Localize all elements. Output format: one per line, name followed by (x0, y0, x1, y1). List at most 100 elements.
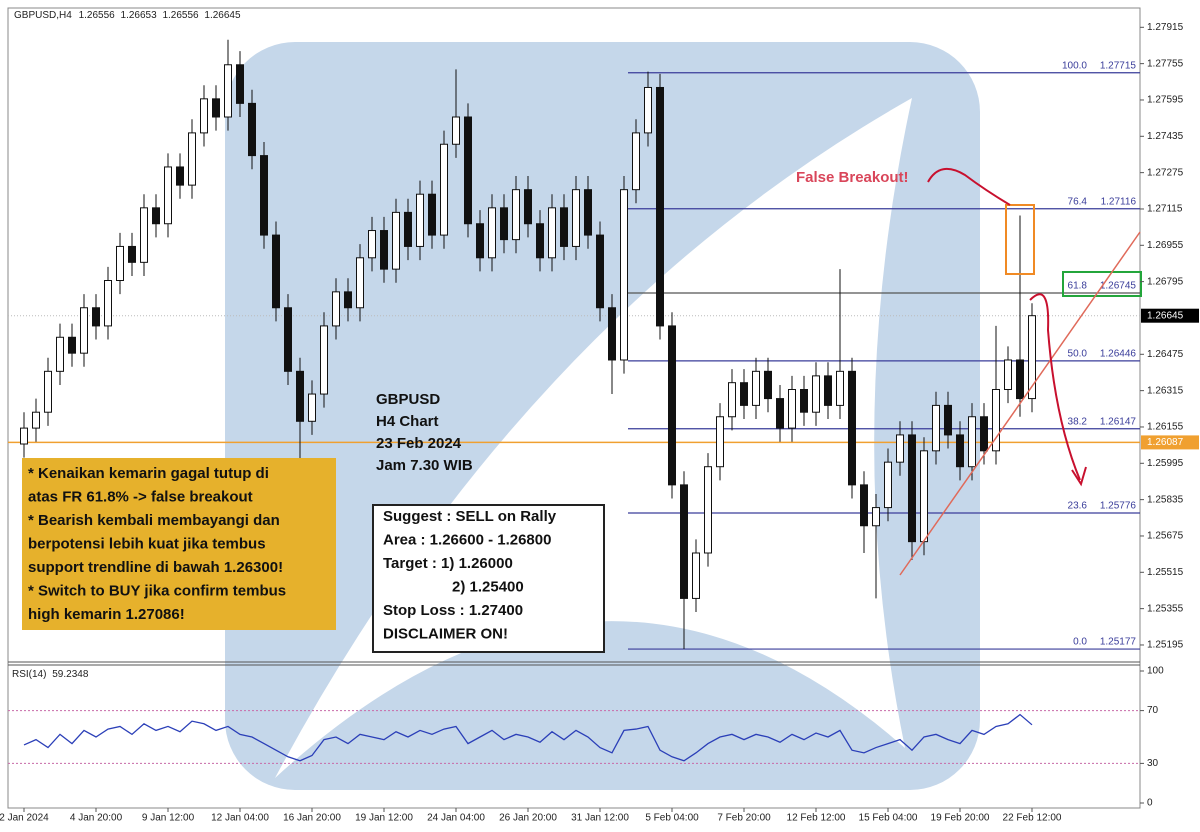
x-tick-label: 19 Feb 20:00 (931, 813, 990, 824)
candle-body (68, 336, 76, 354)
candle-body (644, 86, 652, 134)
candle-body (116, 245, 124, 281)
candle-body (692, 552, 700, 599)
analysis-line: high kemarin 1.27086! (28, 606, 185, 623)
candle-body (848, 370, 856, 486)
y-tick-label: 1.27755 (1147, 58, 1184, 69)
candle-body (224, 64, 232, 118)
suggest-box (372, 504, 605, 653)
rsi-name: RSI(14) (12, 669, 46, 680)
candle-body (452, 116, 460, 145)
y-tick-label: 1.27435 (1147, 131, 1184, 142)
candle-body (380, 230, 388, 270)
x-tick-label: 16 Jan 20:00 (283, 813, 341, 824)
candle-body (32, 411, 40, 429)
y-tick-label: 1.26475 (1147, 349, 1184, 360)
candle-body (824, 375, 832, 406)
fib-ratio: 76.4 (1068, 196, 1088, 207)
analysis-line: * Switch to BUY jika confirm tembus (28, 582, 286, 599)
x-tick-label: 24 Jan 04:00 (427, 813, 485, 824)
fib-ratio: 100.0 (1062, 60, 1087, 71)
x-tick-label: 31 Jan 12:00 (571, 813, 629, 824)
header-low: 1.26556 (162, 10, 199, 21)
candle-body (704, 466, 712, 554)
candle-body (176, 166, 184, 186)
candle-body (560, 207, 568, 247)
candle-body (200, 98, 208, 134)
suggest-line: Stop Loss : 1.27400 (383, 602, 523, 619)
candle-body (992, 389, 1000, 452)
y-tick-label: 1.25515 (1147, 567, 1184, 578)
y-tick-label: 1.25355 (1147, 603, 1184, 614)
y-tick-label: 1.26955 (1147, 240, 1184, 251)
candle-body (140, 207, 148, 263)
candle-body (188, 132, 196, 186)
candle-body (920, 450, 928, 543)
info-line: 23 Feb 2024 (376, 435, 462, 452)
candle-body (344, 291, 352, 309)
candle-body (980, 416, 988, 452)
candle-body (728, 382, 736, 418)
fib-ratio: 23.6 (1068, 501, 1088, 512)
x-tick-label: 4 Jan 20:00 (70, 813, 123, 824)
x-tick-label: 15 Feb 04:00 (859, 813, 918, 824)
candle-body (632, 132, 640, 191)
fib-ratio: 38.2 (1068, 416, 1088, 427)
candle-body (416, 193, 424, 247)
analysis-line: * Bearish kembali membayangi dan (28, 512, 280, 529)
breakout-box (1005, 204, 1035, 275)
candle-body (428, 193, 436, 236)
candle-body (896, 434, 904, 463)
analysis-line: support trendline di bawah 1.26300! (28, 559, 283, 576)
x-tick-label: 22 Feb 12:00 (1003, 813, 1062, 824)
candle-body (668, 325, 676, 486)
analysis-line: * Kenaikan kemarin gagal tutup di (28, 465, 269, 482)
fib-price: 1.25177 (1100, 637, 1137, 648)
symbol: GBPUSD,H4 (14, 10, 72, 21)
candle-body (248, 102, 256, 157)
suggest-line: Area : 1.26600 - 1.26800 (383, 531, 551, 548)
candle-body (752, 370, 760, 406)
y-tick-label: 1.27275 (1147, 167, 1184, 178)
candle-body (572, 189, 580, 247)
candle-body (620, 189, 628, 361)
candle-body (320, 325, 328, 395)
y-tick-label: 1.25995 (1147, 458, 1184, 469)
candle-body (44, 370, 52, 413)
candle-body (368, 230, 376, 259)
candle-body (92, 307, 100, 327)
candle-body (20, 427, 28, 445)
down-arrow-head (1071, 466, 1087, 487)
rsi-tick-label: 70 (1147, 705, 1159, 716)
candle-body (656, 86, 664, 327)
false-breakout-label: False Breakout! (796, 169, 909, 186)
candle-body (1004, 359, 1012, 390)
candle-body (932, 404, 940, 452)
y-tick-label: 1.26795 (1147, 276, 1184, 287)
candle-body (80, 307, 88, 354)
y-tick-label: 1.27915 (1147, 22, 1184, 33)
suggest-line: DISCLAIMER ON! (383, 625, 508, 642)
rsi-header: RSI(14) 59.2348 (12, 669, 89, 680)
candle-body (284, 307, 292, 372)
y-tick-label: 1.27595 (1147, 95, 1184, 106)
rsi-tick-label: 100 (1147, 666, 1164, 677)
candle-body (488, 207, 496, 259)
header-high: 1.26653 (121, 10, 158, 21)
x-tick-label: 26 Jan 20:00 (499, 813, 557, 824)
candle-body (1016, 359, 1024, 400)
fib-highlight (1062, 270, 1142, 297)
candle-body (536, 223, 544, 259)
analysis-line: atas FR 61.8% -> false breakout (28, 488, 253, 505)
candle-body (212, 98, 220, 118)
candle-body (500, 207, 508, 241)
candle-body (968, 416, 976, 468)
x-tick-label: 9 Jan 12:00 (142, 813, 195, 824)
rsi-value: 59.2348 (52, 669, 89, 680)
support-label-bg (1141, 435, 1199, 450)
x-tick-label: 7 Feb 20:00 (717, 813, 771, 824)
candle-body (584, 189, 592, 236)
candle-body (128, 245, 136, 263)
candle-body (764, 370, 772, 400)
